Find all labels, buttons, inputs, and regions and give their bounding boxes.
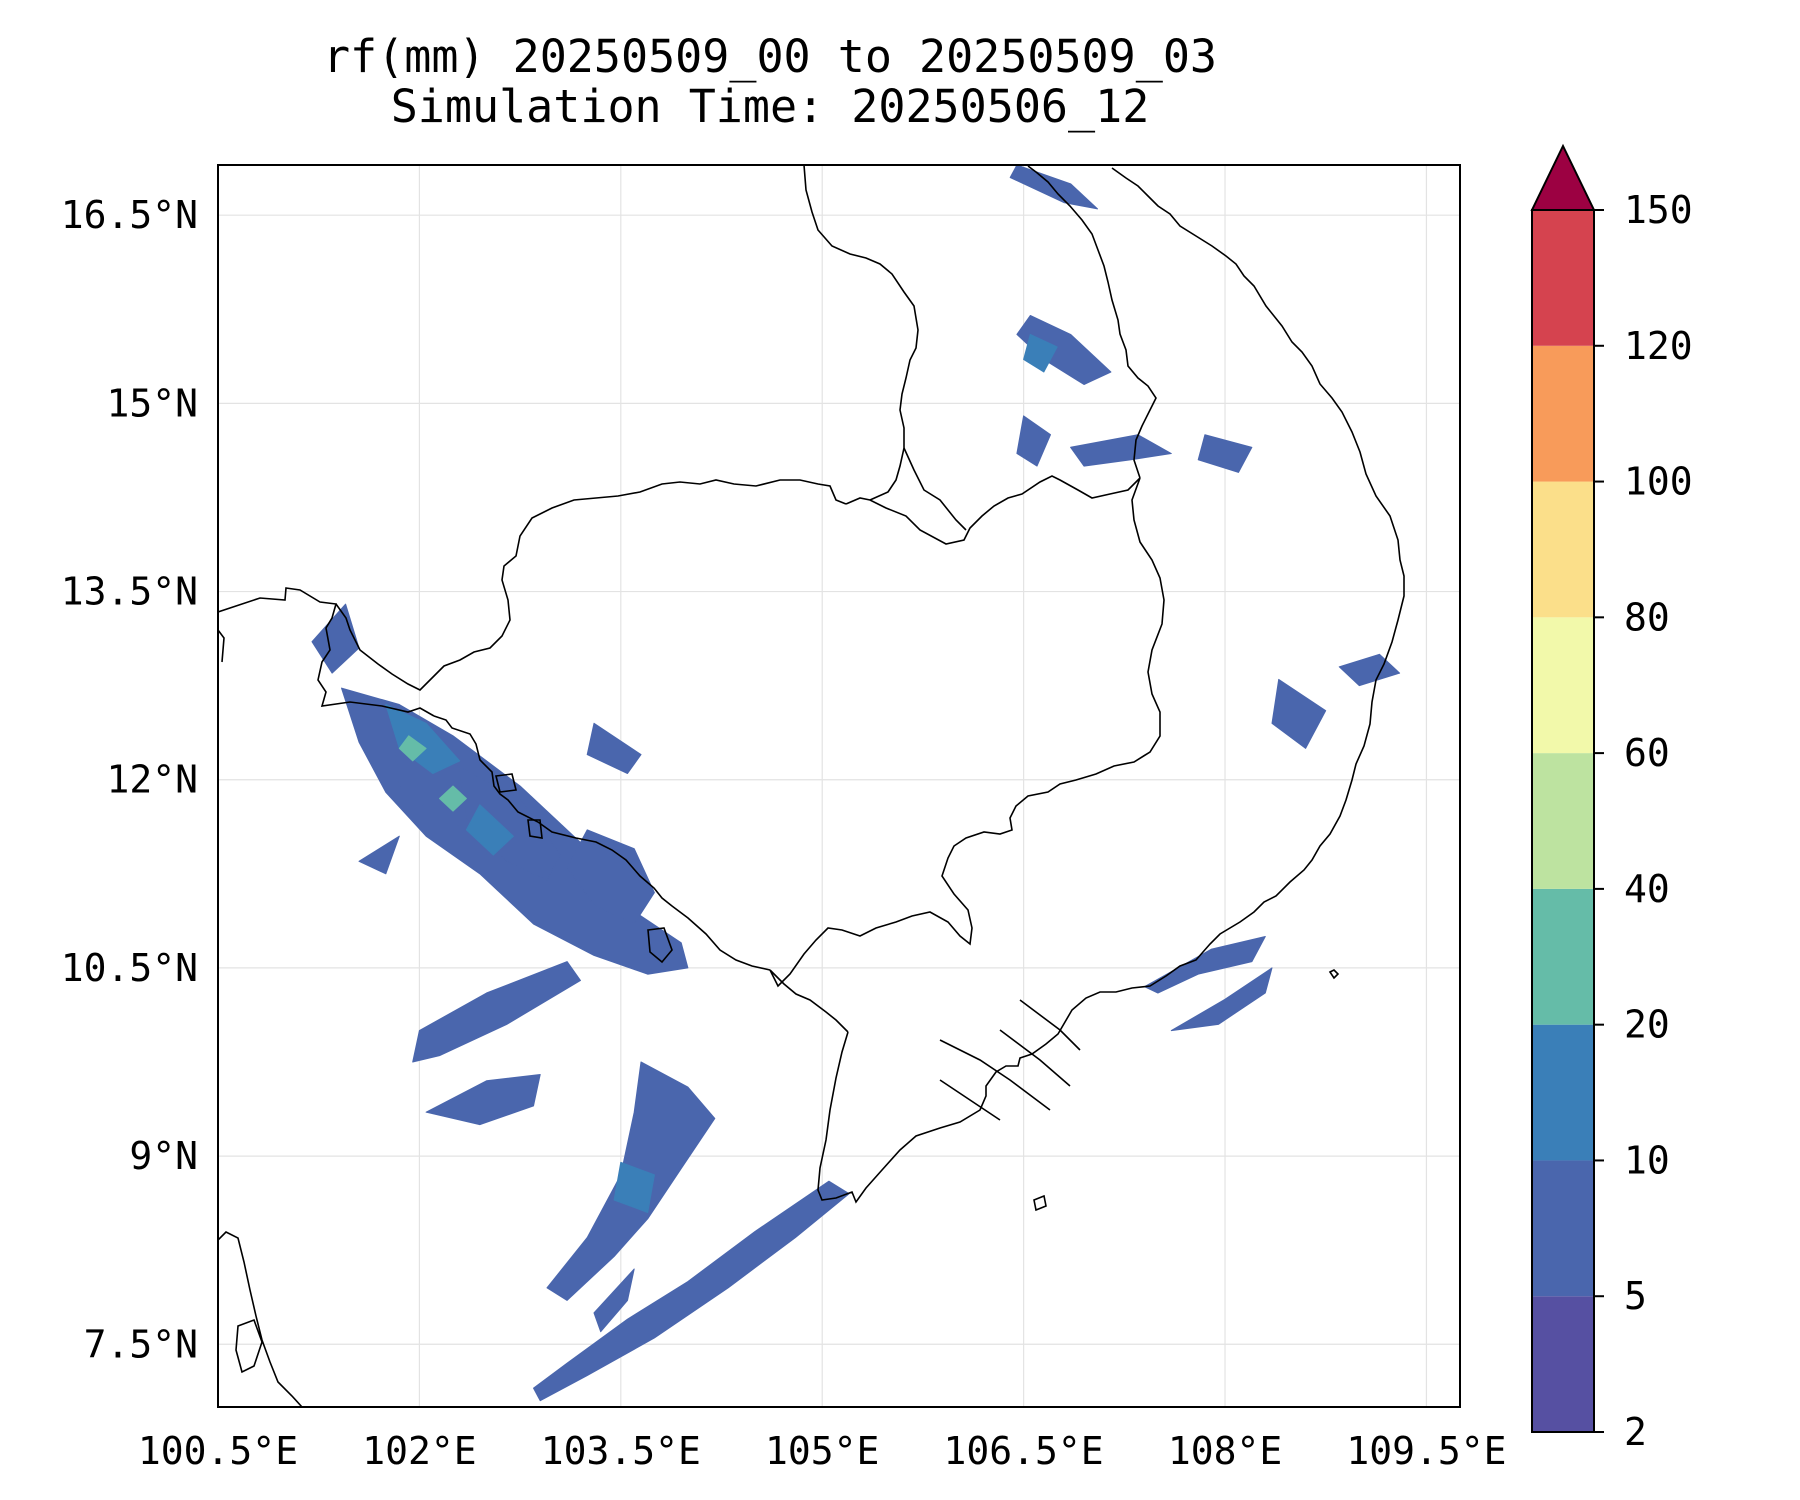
rainfall-area-mekong-delta-cell	[358, 835, 400, 875]
longitude-axis: 100.5°E 102°E 103.5°E 105°E 106.5°E 108°E 109.…	[138, 1429, 1507, 1473]
cambodia-islands	[495, 773, 673, 964]
rainfall-area-south-vietnam-coast-2	[1170, 967, 1273, 1032]
colorbar-tick-label: 60	[1624, 731, 1670, 775]
colorbar-segment	[1532, 753, 1594, 889]
colorbar-tick-label: 40	[1624, 867, 1670, 911]
colorbar	[1530, 143, 1596, 1433]
rainfall-area-gulf-core-20b	[439, 785, 467, 812]
colorbar-segment	[1532, 481, 1594, 618]
map-title-line2: Simulation Time: 20250506_12	[390, 80, 1150, 133]
small-island	[1033, 969, 1340, 1212]
colorbar-segment	[1532, 617, 1594, 754]
lon-tick-label: 109.5°E	[1346, 1429, 1506, 1473]
lat-tick-label: 10.5°N	[61, 946, 198, 990]
lon-tick-label: 105°E	[765, 1429, 879, 1473]
colorbar-segment	[1532, 1024, 1594, 1161]
rainfall-area-central-highlands-cell	[1016, 315, 1112, 385]
rainfall-area-gulf-core-20	[398, 735, 427, 762]
delta-river-mouths	[939, 999, 1081, 1121]
coastlines-and-borders	[218, 165, 1405, 1407]
mekong-delta-coast	[817, 167, 1405, 1204]
lon-tick-label: 100.5°E	[138, 1429, 298, 1473]
lon-tick-label: 108°E	[1168, 1429, 1282, 1473]
lon-tick-label: 103.5°E	[541, 1429, 701, 1473]
rainfall-area-gulf-core-10b	[465, 804, 514, 856]
lat-tick-label: 16.5°N	[61, 193, 198, 237]
rainfall-area-gulf-core-10	[385, 704, 461, 774]
rainfall-area-vietnam-border-cell	[1197, 434, 1253, 473]
colorbar-tick-label: 150	[1624, 188, 1693, 232]
map-frame	[217, 164, 1461, 1408]
southern-thai-coast	[218, 1231, 303, 1407]
cambodia-vietnam-border	[769, 969, 849, 1033]
colorbar-tick-label: 120	[1624, 324, 1693, 368]
cambodia-vietnam-east-border	[769, 477, 1165, 988]
cambodia-coast	[433, 715, 771, 971]
colorbar-frame	[1531, 209, 1595, 1433]
colorbar-tick-label: 100	[1624, 460, 1693, 504]
laos-cambodia-north	[903, 447, 967, 531]
colorbar-segment	[1532, 1160, 1594, 1297]
lon-tick-label: 106.5°E	[944, 1429, 1104, 1473]
rainfall-area-ca-mau-inner	[593, 1268, 635, 1333]
colorbar-tick-labels: 2 5 10 20 40 60 80 100 120 150	[1594, 188, 1693, 1454]
colorbar-tick-label: 5	[1624, 1274, 1647, 1318]
lat-tick-label: 13.5°N	[61, 570, 198, 614]
lat-tick-label: 12°N	[106, 758, 198, 802]
laos-cambodia-border	[845, 475, 1141, 545]
rainfall-area-north-cell	[1009, 165, 1098, 210]
rainfall-area-laos-cell-2	[1070, 434, 1172, 467]
rainfall-area-gulf-mid-band	[425, 1074, 541, 1126]
rainfall-area-gulf-south-band	[412, 961, 581, 1063]
lat-tick-label: 15°N	[106, 381, 198, 425]
colorbar-segment	[1532, 888, 1594, 1025]
map-title-line1: rf(mm) 20250509_00 to 20250509_03	[322, 30, 1218, 83]
colorbar-segment	[1532, 1296, 1594, 1432]
rainfall-area-kampot-cluster	[566, 829, 655, 925]
latitude-axis: 16.5°N 15°N 13.5°N 12°N 10.5°N 9°N 7.5°N	[61, 193, 198, 1366]
rainfall-area-nha-trang-cell	[1271, 678, 1327, 749]
thai-coast-west	[218, 629, 225, 663]
colorbar-tick-label: 80	[1624, 595, 1670, 639]
colorbar-segment	[1532, 210, 1594, 346]
thailand-cambodia-border	[335, 479, 847, 691]
colorbar-tick-label: 2	[1624, 1410, 1647, 1454]
rainfall-area-south-vietnam-coast	[1144, 936, 1266, 994]
thai-coast-north	[218, 587, 435, 717]
rainfall-area-phu-quoc-core-10	[613, 1161, 655, 1213]
colorbar-extend-arrow	[1530, 143, 1596, 211]
laos-vietnam-border	[1027, 165, 1157, 479]
lat-tick-label: 7.5°N	[84, 1322, 198, 1366]
rainfall-area-koh-kong-cluster	[459, 766, 561, 881]
laos-thailand-border	[803, 165, 919, 501]
colorbar-tick-label: 20	[1624, 1003, 1670, 1047]
rainfall-layer	[311, 165, 1401, 1402]
rainfall-area-ca-mau-band	[533, 1180, 850, 1402]
lat-tick-label: 9°N	[129, 1134, 198, 1178]
rainfall-area-cardamom-cell	[586, 722, 642, 774]
colorbar-tick-label: 10	[1624, 1138, 1670, 1182]
colorbar-segment	[1532, 345, 1594, 482]
lon-tick-label: 102°E	[362, 1429, 476, 1473]
rainfall-area-highland-core-10	[1023, 333, 1058, 373]
rainfall-area-laos-cell	[1016, 415, 1051, 467]
